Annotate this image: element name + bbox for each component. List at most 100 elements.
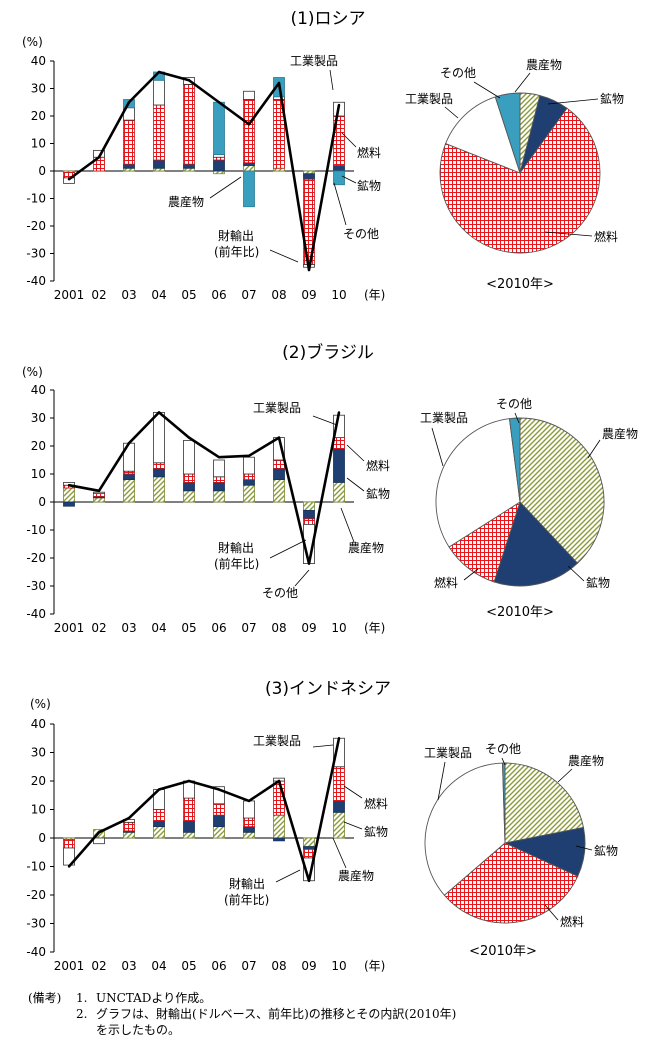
bar-mineral-09 (303, 509, 315, 520)
annotations: 工業製品 燃料 鉱物 農産物 財輸出 (前年比) 工業製品 その他 農産物 鉱物… (224, 734, 618, 959)
pie-chart (439, 92, 601, 254)
bar-manufactured-02 (93, 837, 105, 845)
pie-slice-other (508, 417, 521, 503)
y-tick-label: -10 (26, 860, 46, 874)
bar-agri-08 (273, 167, 285, 172)
bar-mineral-07 (243, 162, 255, 166)
bar-manufactured-07 (243, 456, 255, 475)
y-tick-label: 40 (31, 54, 46, 68)
total-export-point-07 (247, 123, 251, 126)
bar-mineral-05 (183, 481, 195, 492)
bar-fuel-10 (333, 766, 345, 802)
bar-fuel-07 (243, 99, 255, 164)
x-tick-label: 07 (241, 621, 256, 635)
bar-fuel-06 (213, 803, 225, 816)
pie-slice-agri (519, 417, 605, 564)
note-2-continuation: を示したもの。 (96, 1023, 181, 1037)
pie-slice-manufactured (424, 762, 506, 896)
bar-fuel-10 (333, 437, 345, 450)
total-export-line (68, 737, 341, 883)
note-2-text: グラフは、財輸出(ドルベース、前年比)の推移とその内訳(2010年) (96, 1007, 457, 1021)
label-mineral: 鉱物 (364, 824, 388, 839)
bar-manufactured-07 (243, 90, 255, 100)
y-tick-label: 0 (38, 831, 46, 845)
y-tick-label: -10 (26, 192, 46, 206)
label-total-sub: (前年比) (224, 892, 269, 907)
y-tick-label: 30 (31, 411, 46, 425)
y-tick-label: 0 (38, 495, 46, 509)
x-tick-label: 2001 (54, 621, 85, 635)
y-tick-label: 20 (31, 109, 46, 123)
total-export-line (68, 411, 341, 565)
bar-fuel-07 (243, 473, 255, 480)
bar-agri-2001 (63, 487, 75, 503)
bar-manufactured-06 (213, 459, 225, 478)
label-mineral: 鉱物 (357, 178, 381, 193)
y-tick-label: -40 (26, 945, 46, 959)
bar-other-06 (213, 101, 225, 155)
x-tick-label: 07 (241, 288, 256, 302)
bar-fuel-03 (123, 470, 135, 475)
bar-agri-03 (123, 831, 135, 839)
bar-fuel-06 (213, 476, 225, 483)
pie-chart (424, 762, 586, 924)
pie-label-fuel: 燃料 (560, 914, 584, 929)
x-tick-label: 10 (331, 959, 346, 973)
bar-fuel-04 (153, 809, 165, 822)
pie-label-other: その他 (440, 66, 476, 80)
bar-chart: -40 -30 -20 -10 0 10 20 30 40 2001 02 03 04 05 06 07 08 0… (26, 383, 385, 635)
label-total: 財輸出 (218, 540, 254, 555)
label-agri: 農産物 (338, 868, 374, 883)
bar-fuel-06 (213, 156, 225, 161)
pie-label-mineral: 鉱物 (600, 91, 624, 106)
pie-label-manufactured: 工業製品 (420, 411, 468, 425)
x-tick-label: 02 (91, 288, 106, 302)
bar-fuel-08 (273, 459, 285, 469)
bar-mineral-06 (213, 159, 225, 172)
x-tick-label: 06 (211, 288, 226, 302)
bar-other-10 (333, 170, 345, 186)
y-tick-label: 20 (31, 439, 46, 453)
pie-label-mineral: 鉱物 (586, 575, 610, 590)
label-fuel: 燃料 (366, 458, 390, 473)
y-tick-label: 40 (31, 383, 46, 397)
bar-mineral-04 (153, 159, 165, 169)
total-export-line (68, 70, 341, 272)
bar-mineral-2001 (63, 501, 75, 507)
y-tick-label: -40 (26, 274, 46, 288)
label-mineral: 鉱物 (366, 486, 390, 501)
bar-agri-07 (243, 484, 255, 503)
pie-label-manufactured: 工業製品 (424, 746, 472, 760)
bar-agri-10 (333, 481, 345, 503)
bar-agri-07 (243, 831, 255, 839)
x-tick-label: 07 (241, 959, 256, 973)
x-tick-label: 05 (181, 288, 196, 302)
bar-agri-09 (303, 501, 315, 511)
total-export-point-05 (187, 779, 191, 783)
y-tick-label: 30 (31, 746, 46, 760)
bar-fuel-05 (183, 83, 195, 165)
y-tick-label: -40 (26, 607, 46, 621)
bar-fuel-04 (153, 104, 165, 161)
y-tick-label: 10 (31, 803, 46, 817)
x-unit-label: (年) (364, 959, 385, 973)
total-export-point-07 (247, 454, 251, 457)
y-tick-label: 20 (31, 774, 46, 788)
bar-agri-05 (183, 831, 195, 839)
bar-agri-05 (183, 167, 195, 172)
total-export-point-05 (187, 79, 191, 82)
total-export-point-06 (217, 788, 221, 791)
bar-agri-06 (213, 490, 225, 503)
label-agri: 農産物 (348, 540, 384, 555)
total-export-point-04 (157, 70, 161, 74)
bar-agri-04 (153, 476, 165, 503)
x-tick-label: 08 (271, 621, 286, 635)
pie-chart (435, 417, 605, 587)
bar-agri-04 (153, 826, 165, 839)
pie-slice-mineral (493, 501, 579, 587)
bar-agri-08 (273, 814, 285, 839)
bar-agri-04 (153, 167, 165, 172)
total-export-point-03 (127, 816, 131, 820)
notes-label: (備考) (28, 991, 62, 1005)
